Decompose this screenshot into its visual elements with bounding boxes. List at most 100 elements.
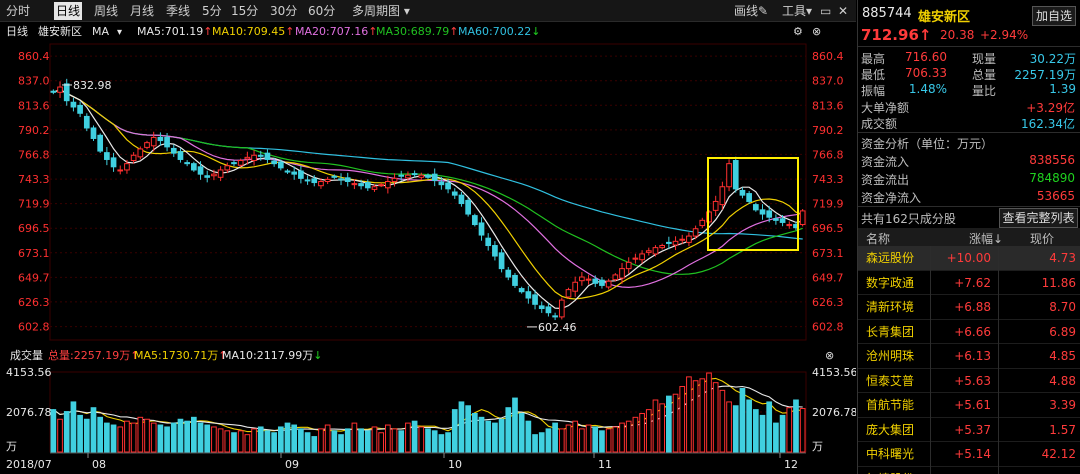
candle[interactable]: [585, 278, 592, 281]
candle[interactable]: [277, 161, 284, 169]
candle[interactable]: [211, 173, 217, 177]
candle[interactable]: [351, 183, 358, 186]
stock-row[interactable]: 红墙股份 +4.81 16.34: [858, 467, 1080, 474]
candle[interactable]: [645, 250, 652, 253]
candle[interactable]: [70, 101, 77, 108]
candle[interactable]: [170, 147, 177, 154]
candle[interactable]: [612, 274, 619, 281]
candle[interactable]: [104, 152, 110, 160]
candle[interactable]: [271, 160, 277, 165]
candle[interactable]: [572, 281, 579, 292]
col-header-name[interactable]: 名称: [866, 232, 891, 246]
candle[interactable]: [418, 174, 425, 178]
candle[interactable]: [625, 261, 632, 270]
candle[interactable]: [177, 151, 184, 160]
candle[interactable]: [237, 160, 244, 166]
candle[interactable]: [692, 228, 699, 237]
candle[interactable]: [391, 177, 398, 183]
candle[interactable]: [666, 241, 672, 244]
candle[interactable]: [498, 252, 505, 270]
candle[interactable]: [425, 174, 431, 178]
candle[interactable]: [217, 169, 224, 178]
candle[interactable]: [164, 136, 170, 148]
candle[interactable]: [57, 86, 63, 93]
candle[interactable]: [385, 181, 391, 189]
candle[interactable]: [438, 181, 445, 186]
candle[interactable]: [732, 160, 739, 190]
candle[interactable]: [445, 182, 451, 190]
candle[interactable]: [431, 173, 438, 181]
candle[interactable]: [786, 224, 793, 227]
stock-row[interactable]: 沧州明珠 +6.13 4.85: [858, 344, 1080, 369]
multi-period-dropdown[interactable]: 多周期图 ▾: [352, 4, 410, 18]
candle[interactable]: [144, 142, 150, 148]
stock-row[interactable]: 数字政通 +7.62 11.86: [858, 271, 1080, 295]
candle[interactable]: [244, 156, 251, 160]
candle[interactable]: [364, 182, 371, 189]
draw-line-button[interactable]: 画线✎: [734, 4, 769, 18]
candle[interactable]: [773, 218, 779, 221]
tab-weekly[interactable]: 周线: [94, 4, 119, 18]
candle[interactable]: [558, 299, 565, 318]
stock-row[interactable]: 中科曙光 +5.14 42.12: [858, 442, 1080, 467]
stock-row[interactable]: 长青集团 +6.66 6.89: [858, 320, 1080, 344]
candle[interactable]: [659, 245, 666, 249]
candle[interactable]: [492, 245, 498, 257]
candle[interactable]: [652, 247, 659, 255]
close-circle-icon[interactable]: ⊗: [812, 25, 821, 38]
candle[interactable]: [518, 288, 525, 293]
candle[interactable]: [398, 174, 405, 177]
tab-60min[interactable]: 60分: [308, 4, 336, 18]
candle[interactable]: [726, 163, 732, 188]
close-circle-icon[interactable]: ⊗: [825, 349, 834, 362]
candle[interactable]: [90, 127, 97, 139]
candle[interactable]: [672, 240, 679, 246]
candle[interactable]: [592, 278, 599, 284]
candle[interactable]: [552, 315, 558, 318]
candle[interactable]: [752, 204, 759, 211]
candle[interactable]: [505, 269, 512, 278]
candle[interactable]: [378, 184, 385, 187]
chevron-down-icon[interactable]: ▾: [117, 27, 122, 38]
candle[interactable]: [719, 186, 726, 206]
candle[interactable]: [150, 136, 157, 147]
candle[interactable]: [204, 175, 211, 178]
candle[interactable]: [451, 191, 458, 196]
add-watchlist-button[interactable]: 加自选: [1032, 6, 1076, 26]
candle[interactable]: [117, 169, 124, 172]
candle[interactable]: [632, 257, 639, 260]
view-full-list-button[interactable]: 查看完整列表: [999, 208, 1078, 228]
candle[interactable]: [157, 136, 164, 142]
stock-row[interactable]: 清新环境 +6.88 8.70: [858, 295, 1080, 320]
stock-row[interactable]: 森远股份 +10.00 4.73: [858, 246, 1080, 271]
tab-quarterly[interactable]: 季线: [166, 4, 191, 18]
candle[interactable]: [746, 193, 752, 202]
col-header-price[interactable]: 现价: [1030, 232, 1055, 246]
candle[interactable]: [304, 179, 311, 182]
candle[interactable]: [197, 166, 204, 175]
candle[interactable]: [679, 238, 686, 241]
tab-15min[interactable]: 15分: [231, 4, 259, 18]
candle[interactable]: [130, 154, 137, 162]
candle[interactable]: [311, 178, 318, 184]
candle[interactable]: [324, 178, 331, 183]
candle[interactable]: [545, 306, 552, 314]
candle[interactable]: [411, 173, 418, 176]
candle[interactable]: [77, 104, 83, 114]
candle[interactable]: [458, 194, 465, 205]
candle[interactable]: [512, 274, 518, 286]
candle[interactable]: [318, 181, 324, 187]
candle[interactable]: [338, 178, 344, 181]
stock-row[interactable]: 恒泰艾普 +5.63 4.88: [858, 369, 1080, 393]
candle[interactable]: [525, 291, 532, 299]
tab-5min[interactable]: 5分: [202, 4, 222, 18]
candle[interactable]: [257, 154, 264, 157]
candle[interactable]: [284, 170, 291, 173]
tab-daily[interactable]: 日线: [54, 2, 83, 20]
candle[interactable]: [739, 189, 746, 196]
candle[interactable]: [298, 170, 304, 179]
candle[interactable]: [712, 200, 719, 211]
tab-intraday[interactable]: 分时: [6, 4, 31, 18]
candle[interactable]: [639, 253, 645, 261]
candle[interactable]: [291, 171, 298, 175]
